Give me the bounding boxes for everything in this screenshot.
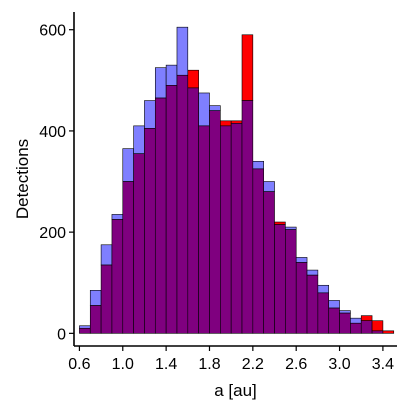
x-tick-label: 2.6: [285, 356, 307, 373]
histogram-bar-overlap: [360, 320, 373, 334]
histogram-bar: [144, 100, 156, 129]
histogram-bar: [252, 160, 264, 170]
x-tick-label: 3.0: [328, 356, 350, 373]
histogram-bar: [360, 315, 373, 321]
x-tick-label: 2.2: [242, 356, 264, 373]
x-tick-label: 1.0: [112, 356, 134, 373]
histogram-bar: [328, 300, 340, 309]
histogram-bar-overlap: [209, 110, 221, 334]
histogram-bar-overlap: [350, 322, 362, 334]
histogram-bar: [79, 325, 91, 329]
histogram-bar: [111, 214, 124, 220]
histogram-bar: [263, 181, 275, 192]
histogram-bar-overlap: [306, 274, 319, 334]
histogram-bar-overlap: [133, 153, 145, 334]
histogram-bar-overlap: [122, 181, 134, 334]
histogram-bar-overlap: [263, 191, 275, 334]
histogram-bar: [274, 221, 286, 225]
histogram-bar-overlap: [371, 330, 384, 334]
histogram-bar-overlap: [317, 292, 330, 334]
histogram-bar: [285, 226, 297, 230]
histogram-bar: [371, 320, 384, 332]
histogram-bar: [100, 244, 113, 266]
histogram-bar-overlap: [295, 262, 308, 334]
histogram-bar: [317, 284, 330, 294]
histogram-bar-overlap: [230, 123, 243, 334]
histogram-bar-overlap: [220, 125, 232, 334]
y-tick-label: 400: [39, 124, 66, 141]
histogram-bar-overlap: [252, 168, 264, 334]
histogram-bar-overlap: [241, 100, 254, 334]
y-tick-label: 0: [57, 326, 66, 343]
histogram-bar: [198, 92, 210, 127]
histogram-bar: [230, 120, 243, 124]
x-axis-title: a [au]: [214, 381, 257, 400]
ticks-layer: 0.6 1.0 1.4 1.8 2.2 2.6 3.0 3.4 0 200 400 600: [39, 23, 394, 373]
y-tick-label: 200: [39, 225, 66, 242]
histogram-bar-overlap: [198, 125, 210, 334]
histogram-bar-overlap: [176, 74, 189, 334]
histogram-bar: [220, 120, 232, 127]
histogram-bar-overlap: [187, 87, 199, 334]
histogram-bar: [176, 26, 189, 76]
histogram-bar: [382, 330, 395, 334]
histogram-bar-overlap: [111, 219, 124, 334]
histogram-bar: [154, 67, 167, 99]
histogram-bar: [89, 290, 102, 306]
axes-layer: [73, 12, 397, 347]
histogram-bar-overlap: [100, 264, 113, 334]
histogram-bar: [350, 317, 362, 324]
histogram-bar: [306, 269, 319, 276]
histogram-bar-overlap: [154, 97, 167, 334]
histogram-bar: [339, 310, 351, 314]
histogram-bar-overlap: [339, 312, 351, 334]
x-tick-label: 1.8: [198, 356, 220, 373]
histogram-bar-overlap: [79, 327, 91, 334]
bars-layer: [79, 26, 395, 334]
histogram-bar: [187, 69, 199, 89]
histogram-bar: [295, 257, 308, 263]
histogram-bar-overlap: [89, 305, 102, 334]
y-axis-title: Detections: [13, 139, 32, 219]
y-tick-label: 600: [39, 23, 66, 40]
histogram-bar-overlap: [328, 307, 340, 334]
x-tick-label: 0.6: [68, 356, 90, 373]
histogram-bar: [122, 148, 134, 182]
histogram-bar-overlap: [285, 229, 297, 334]
x-tick-label: 1.4: [155, 356, 177, 373]
histogram-bar: [133, 125, 145, 154]
x-tick-label: 3.4: [372, 356, 394, 373]
histogram-bar: [241, 34, 254, 101]
histogram-bar-overlap: [165, 85, 178, 334]
histogram-bar-overlap: [274, 224, 286, 334]
histogram-bar: [209, 105, 221, 111]
histogram-bar: [165, 64, 178, 86]
histogram-bar-overlap: [144, 128, 156, 334]
